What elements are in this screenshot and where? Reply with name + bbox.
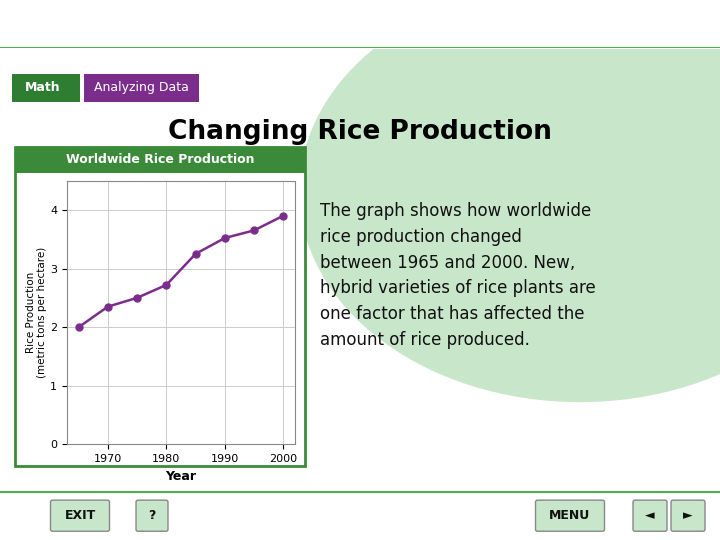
Text: Modern Genetics: Modern Genetics bbox=[11, 14, 210, 34]
Text: amount of rice produced.: amount of rice produced. bbox=[320, 332, 530, 349]
Text: MENU: MENU bbox=[549, 509, 590, 522]
Ellipse shape bbox=[300, 0, 720, 401]
Text: Changing Rice Production: Changing Rice Production bbox=[168, 119, 552, 145]
Text: - Advances in Genetics: - Advances in Genetics bbox=[173, 14, 418, 34]
X-axis label: Year: Year bbox=[166, 470, 197, 483]
Text: Math: Math bbox=[24, 81, 60, 94]
Text: rice production changed: rice production changed bbox=[320, 227, 522, 246]
FancyBboxPatch shape bbox=[12, 73, 80, 102]
FancyBboxPatch shape bbox=[84, 73, 199, 102]
FancyBboxPatch shape bbox=[50, 500, 109, 531]
Text: between 1965 and 2000. New,: between 1965 and 2000. New, bbox=[320, 253, 575, 272]
Y-axis label: Rice Production
(metric tons per hectare): Rice Production (metric tons per hectare… bbox=[26, 247, 48, 378]
FancyBboxPatch shape bbox=[536, 500, 605, 531]
Text: ◄: ◄ bbox=[645, 509, 654, 522]
FancyBboxPatch shape bbox=[136, 500, 168, 531]
Text: hybrid varieties of rice plants are: hybrid varieties of rice plants are bbox=[320, 280, 595, 298]
Text: The graph shows how worldwide: The graph shows how worldwide bbox=[320, 201, 591, 220]
Text: Analyzing Data: Analyzing Data bbox=[94, 81, 189, 94]
FancyBboxPatch shape bbox=[633, 500, 667, 531]
Text: Worldwide Rice Production: Worldwide Rice Production bbox=[66, 153, 254, 166]
FancyBboxPatch shape bbox=[15, 146, 305, 467]
FancyBboxPatch shape bbox=[15, 146, 305, 173]
FancyBboxPatch shape bbox=[671, 500, 705, 531]
Text: EXIT: EXIT bbox=[64, 509, 96, 522]
Text: ?: ? bbox=[148, 509, 156, 522]
Text: ►: ► bbox=[683, 509, 693, 522]
Text: one factor that has affected the: one factor that has affected the bbox=[320, 306, 585, 323]
